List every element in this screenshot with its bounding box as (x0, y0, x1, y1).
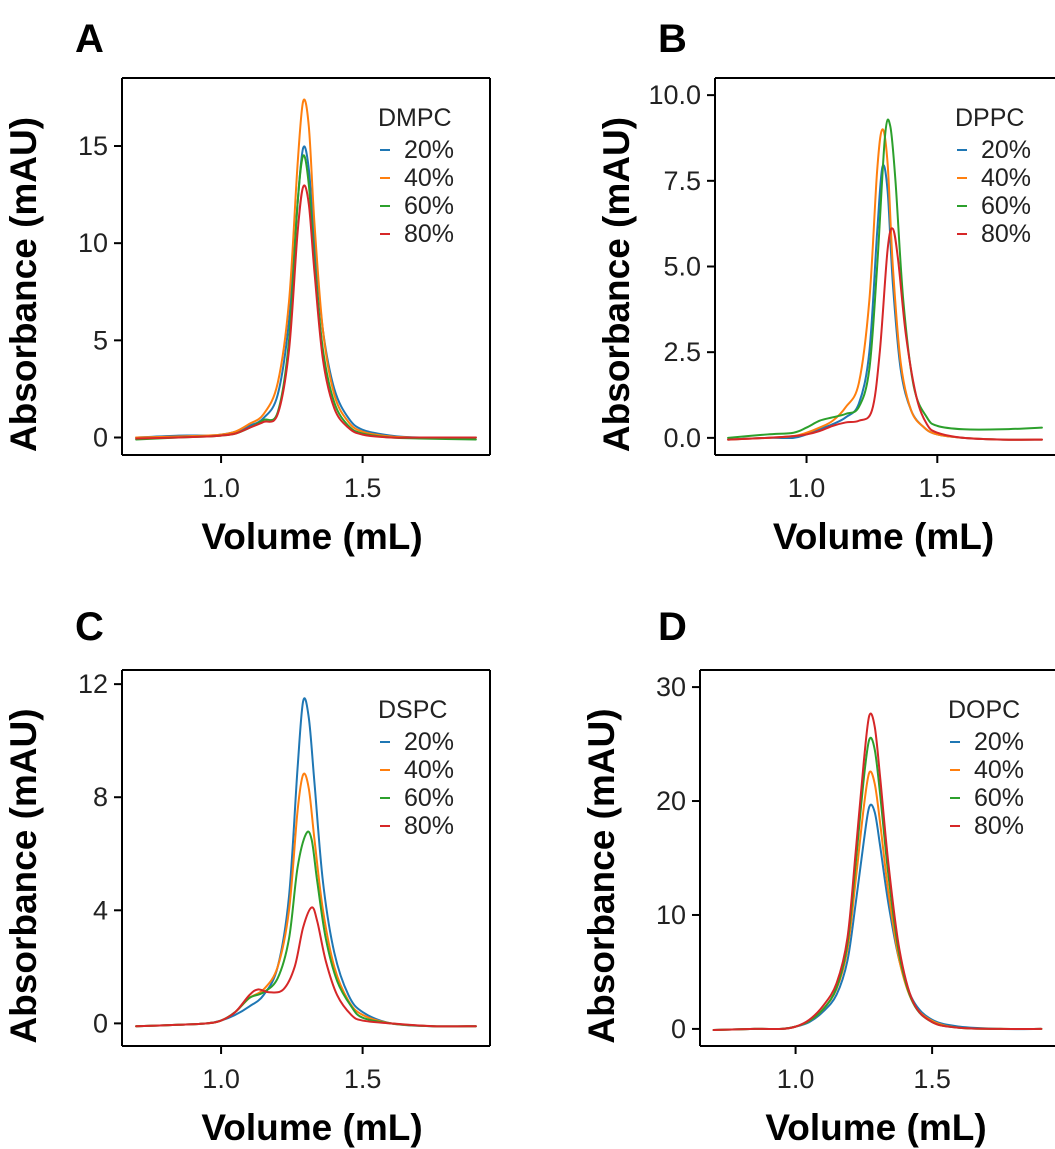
legend-title: DPPC (955, 104, 1024, 132)
y-axis-title: Absorbance (mAU) (3, 708, 44, 1043)
x-tick-label: 1.5 (919, 473, 957, 503)
y-tick-label: 30 (656, 672, 686, 702)
series-line-60pct (727, 118, 1043, 439)
legend-title: DMPC (378, 104, 452, 132)
legend-label: 80% (404, 812, 454, 840)
legend-label: 60% (981, 192, 1031, 220)
series-line-40pct (135, 98, 477, 439)
legend: DMPC 20%40%60%80% (378, 104, 454, 248)
y-tick-label: 5.0 (663, 252, 701, 282)
y-tick-label: 12 (78, 669, 108, 699)
legend-label: 80% (974, 812, 1024, 840)
legend-label: 80% (981, 220, 1031, 248)
y-axis-title: Absorbance (mAU) (3, 117, 44, 452)
y-tick-label: 0.0 (663, 423, 701, 453)
y-tick-label: 4 (93, 895, 108, 925)
y-tick-label: 7.5 (663, 166, 701, 196)
panel-letter: D (658, 605, 687, 649)
y-tick-label: 10 (656, 900, 686, 930)
y-axis-title: Absorbance (mAU) (581, 708, 622, 1043)
panel-d: D 0 10 20 30 1.0 1.5 Volume (mL) Absorbance (mAU… (581, 605, 1055, 1148)
panel-a: A 0 5 10 15 1.0 1.5 Volume (mL) Absorbance (mAU)… (3, 17, 491, 557)
x-axis-title: Volume (mL) (765, 1107, 986, 1148)
series-line-80pct (135, 906, 477, 1028)
y-tick-label: 15 (78, 131, 108, 161)
y-tick-label: 5 (93, 325, 108, 355)
y-tick-label: 20 (656, 786, 686, 816)
y-tick-label: 10 (78, 228, 108, 258)
panel-letter: A (75, 17, 104, 61)
series-group (727, 118, 1043, 441)
series-group (135, 98, 477, 441)
legend: DPPC 20%40%60%80% (955, 104, 1031, 248)
legend: DSPC 20%40%60%80% (378, 696, 454, 840)
x-tick-label: 1.0 (788, 473, 826, 503)
legend: DOPC 20%40%60%80% (948, 696, 1024, 840)
series-group (135, 697, 477, 1028)
y-tick-label: 10.0 (648, 80, 701, 110)
x-axis-title: Volume (mL) (201, 516, 422, 557)
x-axis-title: Volume (mL) (201, 1107, 422, 1148)
legend-label: 60% (974, 784, 1024, 812)
legend-label: 60% (404, 784, 454, 812)
panel-c: C 0 4 8 12 1.0 1.5 Volume (mL) Absorbance (mAU) D… (3, 605, 491, 1148)
x-tick-label: 1.0 (777, 1064, 815, 1094)
x-tick-label: 1.0 (202, 1064, 240, 1094)
x-tick-label: 1.0 (202, 473, 240, 503)
legend-title: DSPC (378, 696, 447, 724)
legend-label: 80% (404, 220, 454, 248)
legend-label: 40% (404, 756, 454, 784)
legend-label: 60% (404, 192, 454, 220)
x-tick-label: 1.5 (913, 1064, 951, 1094)
legend-title: DOPC (948, 696, 1020, 724)
panel-letter: B (658, 17, 687, 61)
y-tick-label: 2.5 (663, 337, 701, 367)
legend-label: 20% (404, 136, 454, 164)
legend-label: 40% (974, 756, 1024, 784)
y-tick-label: 0 (93, 1008, 108, 1038)
series-line-80pct (712, 712, 1043, 1032)
series-line-80pct (135, 184, 477, 440)
legend-label: 40% (404, 164, 454, 192)
x-axis-title: Volume (mL) (773, 516, 994, 557)
x-tick-label: 1.5 (344, 1064, 382, 1094)
series-group (712, 712, 1043, 1032)
legend-label: 40% (981, 164, 1031, 192)
y-tick-label: 0 (93, 423, 108, 453)
panel-letter: C (75, 605, 104, 649)
y-tick-label: 8 (93, 782, 108, 812)
legend-label: 20% (974, 728, 1024, 756)
panel-b: B 0.0 2.5 5.0 7.5 10.0 1.0 1.5 Volume (mL) Absorb… (596, 17, 1055, 557)
legend-label: 20% (981, 136, 1031, 164)
y-axis-title: Absorbance (mAU) (596, 117, 637, 452)
series-line-80pct (727, 227, 1043, 441)
series-line-40pct (727, 128, 1043, 441)
x-tick-label: 1.5 (344, 473, 382, 503)
legend-label: 20% (404, 728, 454, 756)
y-tick-label: 0 (671, 1014, 686, 1044)
